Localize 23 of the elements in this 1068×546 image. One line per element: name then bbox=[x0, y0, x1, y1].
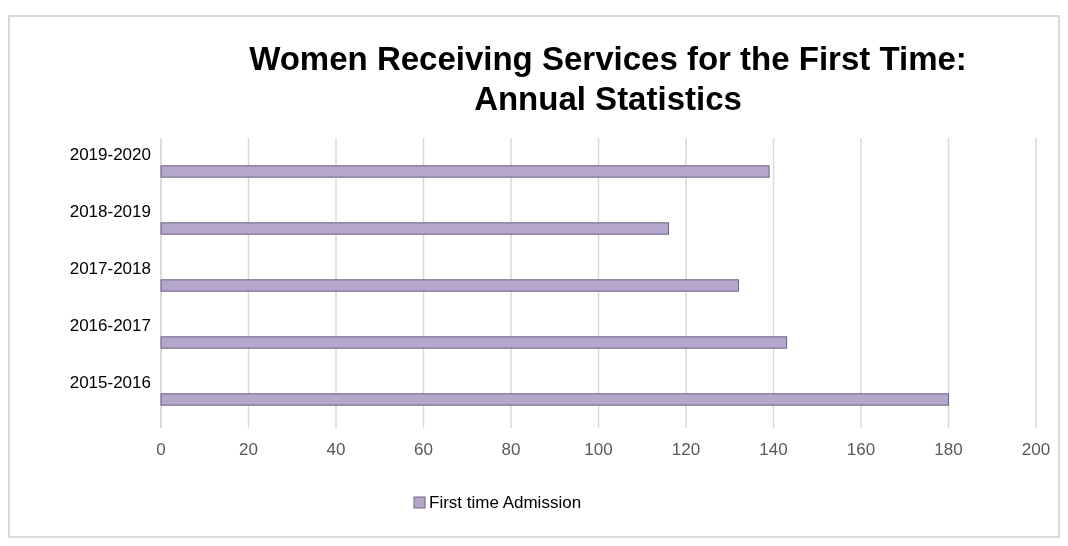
bar bbox=[160, 279, 739, 292]
bar bbox=[160, 393, 949, 406]
y-tick-label: 2015-2016 bbox=[69, 372, 151, 392]
x-tick-label: 200 bbox=[1021, 440, 1051, 459]
x-tick-label: 160 bbox=[846, 440, 876, 459]
bar bbox=[160, 165, 770, 178]
x-tick-label: 100 bbox=[584, 440, 613, 459]
y-tick-label: 2017-2018 bbox=[69, 258, 151, 278]
chart-title: Women Receiving Services for the First Time: Annual Statistics bbox=[249, 40, 967, 117]
x-tick-label: 120 bbox=[671, 440, 701, 459]
x-tick-label: 40 bbox=[326, 440, 346, 459]
legend-label: First time Admission bbox=[429, 493, 582, 512]
x-tick-label: 0 bbox=[156, 440, 166, 459]
y-tick-label: 2019-2020 bbox=[69, 144, 151, 164]
x-tick-label: 80 bbox=[501, 440, 521, 459]
y-tick-label: 2016-2017 bbox=[69, 315, 151, 335]
x-tick-label: 180 bbox=[934, 440, 963, 459]
bar bbox=[160, 336, 788, 349]
bar bbox=[160, 222, 669, 235]
x-tick-label: 140 bbox=[759, 440, 788, 459]
y-tick-label: 2018-2019 bbox=[69, 201, 151, 221]
x-tick-label: 60 bbox=[414, 440, 433, 459]
x-tick-label: 20 bbox=[239, 440, 258, 459]
